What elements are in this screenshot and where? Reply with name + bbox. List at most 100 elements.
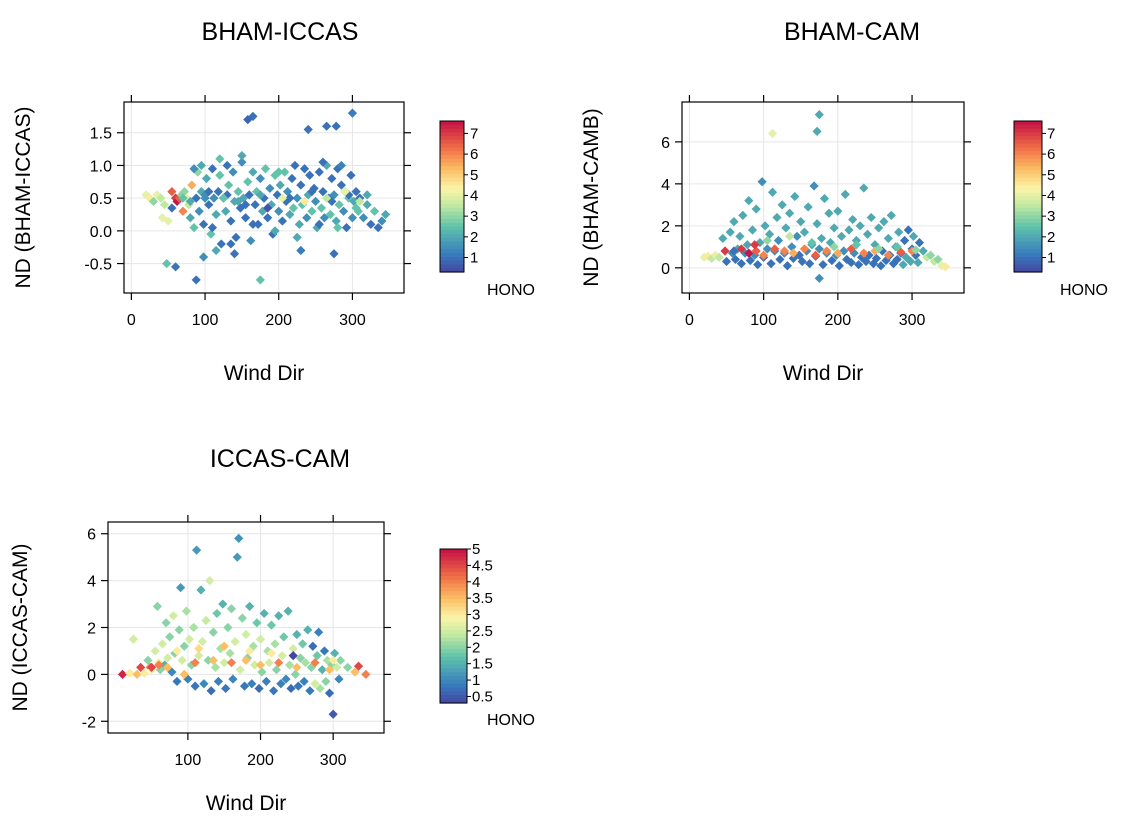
data-point: [255, 634, 266, 644]
colorbar-segment: [440, 622, 467, 627]
data-point: [799, 227, 810, 237]
data-point: [814, 273, 824, 283]
colorbar-segment: [440, 637, 467, 642]
data-point: [879, 217, 889, 227]
data-point: [322, 193, 332, 203]
x-tick-label: 0: [127, 312, 136, 329]
data-point: [307, 187, 317, 197]
data-point: [842, 254, 852, 265]
data-point: [331, 216, 341, 226]
colorbar-segment: [440, 253, 464, 258]
data-point: [319, 646, 330, 656]
data-point: [312, 651, 322, 661]
data-point: [139, 668, 149, 678]
data-point: [277, 193, 288, 203]
data-point: [215, 154, 225, 164]
colorbar-tick-label: 1: [472, 672, 480, 689]
y-tick-label: -0.5: [84, 257, 112, 274]
data-point: [303, 625, 313, 635]
data-point: [840, 189, 850, 199]
data-point: [248, 219, 258, 229]
data-point: [812, 219, 822, 229]
x-axis-label: Wind Dir: [783, 362, 864, 385]
colorbar-segment: [1014, 147, 1042, 152]
colorbar-segment: [440, 552, 467, 558]
data-point: [751, 246, 761, 256]
data-point: [755, 238, 765, 248]
colorbar-segment: [440, 587, 467, 592]
data-point: [187, 180, 197, 190]
data-point: [883, 250, 893, 260]
data-point: [219, 641, 229, 651]
y-tick-label: 0.0: [90, 224, 112, 241]
data-point: [306, 662, 316, 672]
data-point: [876, 261, 886, 271]
colorbar-segment: [440, 226, 464, 232]
colorbar-segment: [440, 211, 464, 216]
colorbar-segment: [440, 204, 464, 209]
colorbar-segment: [1014, 166, 1042, 171]
colorbar-segment: [1014, 185, 1042, 190]
colorbar-segment: [440, 599, 467, 604]
data-point: [178, 206, 188, 216]
data-point: [276, 679, 286, 689]
data-point: [854, 260, 864, 270]
data-point: [327, 173, 337, 184]
data-point: [260, 164, 271, 174]
data-point: [286, 683, 296, 694]
colorbar-segment: [1014, 121, 1042, 126]
colorbar-segment: [440, 147, 464, 152]
data-point: [782, 261, 792, 271]
data-point: [744, 196, 754, 206]
colorbar-segment: [440, 652, 467, 658]
data-point: [762, 235, 772, 246]
x-axis-label: Wind Dir: [224, 362, 305, 385]
colorbar-segment: [1014, 132, 1042, 137]
data-point: [179, 669, 189, 679]
data-point: [900, 235, 910, 246]
data-point: [913, 257, 923, 268]
data-point: [302, 213, 312, 223]
data-point: [310, 679, 320, 689]
colorbar-segment: [440, 177, 464, 182]
data-point: [868, 259, 879, 269]
data-point: [775, 254, 785, 265]
colorbar-title: HONO: [487, 282, 535, 299]
data-point: [192, 545, 202, 555]
data-point: [797, 256, 807, 267]
data-point: [237, 157, 247, 167]
colorbar-segment: [440, 633, 467, 639]
data-point: [263, 203, 273, 213]
data-point: [128, 634, 139, 644]
colorbar-segment: [1014, 196, 1042, 201]
data-point: [315, 683, 325, 694]
data-point: [317, 665, 327, 675]
data-point: [735, 231, 745, 241]
data-point: [777, 200, 787, 210]
data-point: [159, 200, 170, 210]
data-point: [215, 170, 225, 180]
data-point: [237, 151, 247, 161]
colorbar-segment: [440, 626, 467, 631]
colorbar-segment: [440, 154, 464, 160]
colorbar-tick-label: 6: [1047, 146, 1055, 163]
data-point: [275, 180, 285, 190]
data-point: [292, 662, 302, 672]
data-point: [176, 583, 186, 593]
data-point: [859, 248, 869, 258]
data-point: [325, 209, 335, 220]
data-point: [892, 254, 902, 265]
data-point: [785, 208, 795, 218]
data-point: [918, 246, 928, 256]
colorbar-segment: [440, 668, 467, 673]
data-point: [822, 246, 832, 256]
data-point: [707, 253, 717, 263]
y-axis-label: ND (BHAM-CAMB): [580, 108, 603, 287]
data-point: [162, 653, 173, 663]
data-point: [196, 585, 206, 595]
colorbar-segment: [440, 575, 467, 581]
data-point: [324, 665, 335, 675]
data-point: [790, 191, 800, 202]
data-point: [846, 244, 856, 254]
colorbar-tick-label: 0.5: [472, 688, 493, 705]
